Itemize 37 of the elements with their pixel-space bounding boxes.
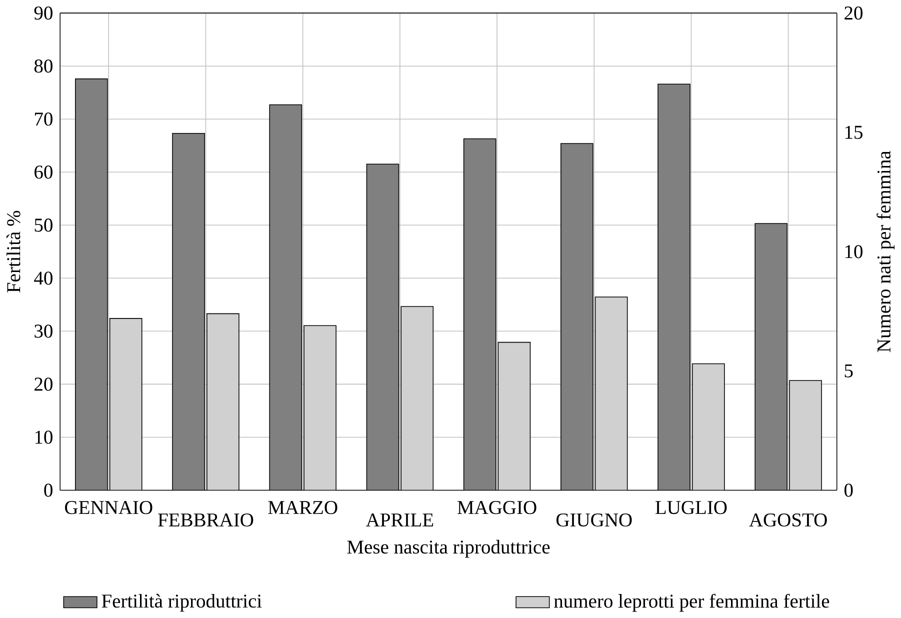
bar	[304, 325, 336, 490]
bar	[789, 380, 822, 490]
x-tick-label: AGOSTO	[749, 513, 827, 526]
legend-label: Fertilità riproduttrici	[102, 594, 262, 612]
bar	[595, 296, 628, 490]
x-tick-label: GENNAIO	[65, 500, 152, 514]
x-tick-label: MAGGIO	[457, 500, 536, 514]
y-tick-label: 40	[34, 271, 52, 285]
y2-tick-label: 5	[844, 364, 853, 378]
y2-tick-label: 20	[844, 6, 863, 20]
bar	[463, 138, 496, 490]
y2-tick-label: 15	[845, 126, 862, 139]
y-tick-label: 0	[44, 484, 52, 497]
y-tick-label: 80	[34, 59, 52, 73]
x-tick-label: GIUGNO	[556, 513, 632, 526]
y2-axis-title: Numero nati per femmina	[876, 150, 895, 352]
y-tick-label: 20	[34, 377, 52, 391]
y-tick-label: 60	[34, 165, 52, 179]
y2-tick-label: 10	[845, 244, 863, 258]
y2-tick-label: 0	[844, 484, 853, 497]
x-tick-label: FEBBRAIO	[158, 513, 254, 526]
y-tick-label: 70	[34, 112, 52, 126]
bar	[110, 318, 142, 490]
y-tick-label: 50	[34, 218, 52, 232]
bar	[401, 306, 434, 490]
y-tick-label: 30	[34, 324, 52, 338]
x-tick-label: LUGLIO	[655, 500, 727, 514]
y-tick-label: 90	[34, 6, 52, 20]
y-axis-title: Fertilità %	[6, 210, 20, 292]
bar	[206, 314, 239, 490]
x-axis-title: Mese nascita riproduttrice	[347, 540, 550, 558]
bar	[692, 364, 724, 490]
legend-label: numero leprotti per femmina fertile	[554, 594, 830, 612]
bar	[498, 342, 530, 490]
x-tick-label: MARZO	[268, 500, 338, 514]
x-tick-label: APRILE	[366, 513, 434, 526]
y-tick-label: 10	[35, 430, 52, 444]
